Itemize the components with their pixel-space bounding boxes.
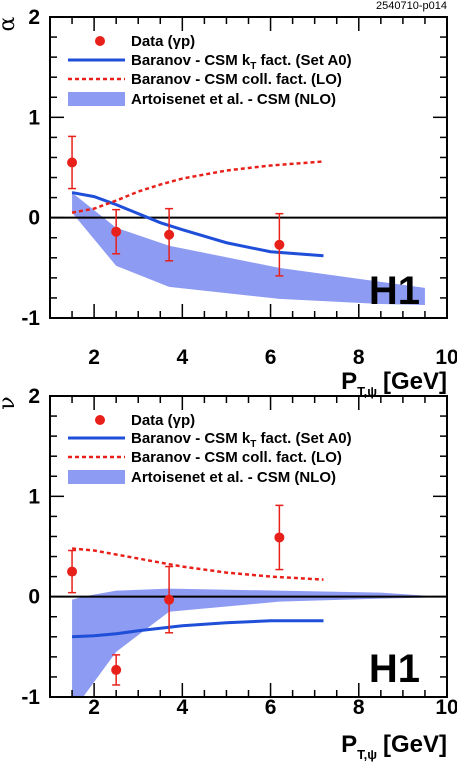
- x-axis-title-unit: [GeV]: [383, 731, 447, 758]
- legend-label: Baranov - CSM kT fact. (Set A0): [131, 430, 352, 450]
- legend-label-sub: T: [250, 439, 256, 450]
- y-tick-label: 0: [28, 586, 40, 609]
- nlo-band: [72, 192, 425, 305]
- legend-label: Baranov - CSM kT fact. (Set A0): [131, 52, 352, 72]
- y-tick-label: 0: [28, 207, 40, 230]
- legend-label: Artoisenet et al. - CSM (NLO): [131, 91, 336, 108]
- legend-label-sub: T: [250, 61, 256, 72]
- x-tick-label: 2: [88, 346, 100, 369]
- y-tick-label: 1: [28, 485, 40, 508]
- legend-label-main: Baranov - CSM k: [131, 430, 251, 447]
- kt-fact-line: [71, 619, 324, 639]
- y-tick-label: 2: [28, 6, 40, 29]
- experiment-label: H1: [369, 647, 420, 691]
- x-tick-label: 6: [265, 346, 277, 369]
- x-axis-title: PT,ψ [GeV]: [341, 368, 447, 399]
- x-tick-label: 4: [176, 696, 188, 719]
- data-point: [67, 157, 78, 168]
- x-tick-label: 4: [176, 346, 188, 369]
- x-axis-title: PT,ψ [GeV]: [341, 731, 447, 762]
- x-tick-label: 6: [265, 696, 277, 719]
- y-tick-label: -1: [21, 307, 40, 330]
- y-axis-label: ν: [0, 396, 20, 409]
- data-point: [274, 532, 285, 543]
- data-point: [274, 239, 285, 250]
- x-tick-label: 8: [353, 346, 365, 369]
- nlo-band: [72, 588, 425, 697]
- legend: Data (γp)Baranov - CSM kT fact. (Set A0)…: [68, 412, 352, 486]
- y-tick-label: -1: [21, 686, 40, 709]
- plot-area: [50, 504, 447, 697]
- plot-id: 2540710-p014: [376, 0, 447, 12]
- coll-fact-line: [71, 547, 324, 581]
- x-axis-title-main: P: [341, 368, 357, 395]
- legend-label: Data (γp): [131, 412, 195, 429]
- x-tick-label: 2: [88, 696, 100, 719]
- data-point: [111, 664, 122, 675]
- legend-label: Artoisenet et al. - CSM (NLO): [131, 469, 336, 486]
- legend-marker: [95, 415, 105, 425]
- legend-marker: [95, 36, 105, 46]
- x-axis-title-sub: T,ψ: [357, 747, 377, 762]
- y-axis-label: α: [0, 16, 20, 31]
- data-point: [164, 594, 175, 605]
- legend-band: [68, 470, 125, 484]
- coll-fact-line: [71, 160, 324, 214]
- legend-label: Data (γp): [131, 33, 195, 50]
- legend-band: [68, 92, 125, 106]
- x-tick-label: 10: [435, 696, 457, 719]
- legend-label-rest: fact. (Set A0): [256, 430, 351, 447]
- data-point: [67, 566, 78, 577]
- experiment-label: H1: [369, 269, 420, 313]
- legend: Data (γp) Baranov - CSM kT fact. (Set A0)…: [68, 33, 352, 108]
- plot-area: [50, 135, 447, 305]
- legend-label-rest: fact. (Set A0): [256, 52, 351, 69]
- x-tick-label: 10: [435, 346, 457, 369]
- data-point: [111, 226, 122, 237]
- legend-label-main: Baranov - CSM k: [131, 52, 251, 69]
- y-tick-label: 1: [28, 106, 40, 129]
- data-point: [164, 229, 175, 240]
- legend-label: Baranov - CSM coll. fact. (LO): [131, 449, 342, 466]
- kt-fact-line: [71, 191, 324, 258]
- legend-label: Baranov - CSM coll. fact. (LO): [131, 71, 342, 88]
- x-axis-title-main: P: [341, 731, 357, 758]
- x-tick-label: 8: [353, 696, 365, 719]
- x-axis-title-unit: [GeV]: [383, 368, 447, 395]
- y-tick-label: 2: [28, 385, 40, 408]
